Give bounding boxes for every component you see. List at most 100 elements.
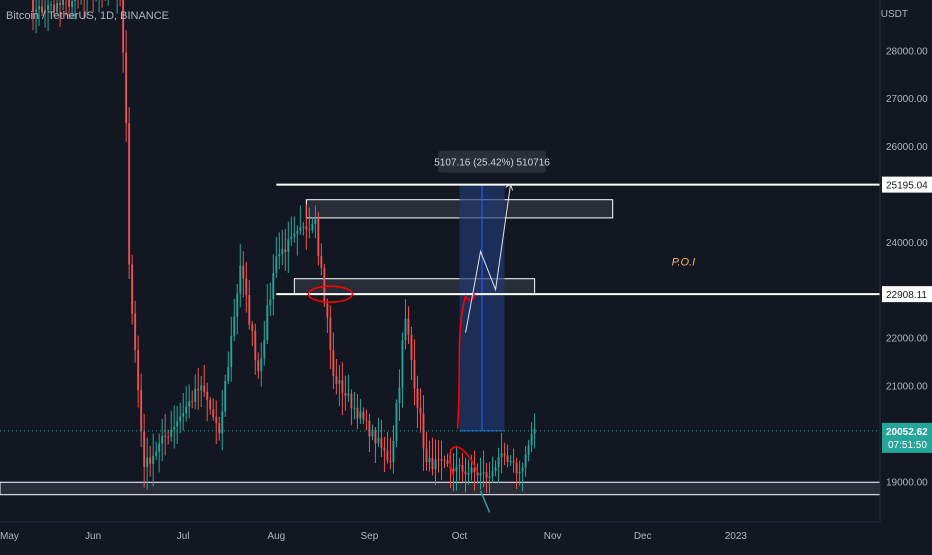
candle-body	[320, 256, 323, 268]
candle-body	[371, 429, 374, 437]
candle-body	[44, 10, 46, 13]
price-badge-label: 22908.11	[886, 290, 927, 301]
candle-body	[224, 381, 227, 412]
candle-body	[35, 9, 37, 12]
time-tick-label: May	[0, 531, 19, 542]
red-loop	[448, 446, 479, 477]
candle-body	[425, 448, 428, 463]
candle-body	[437, 459, 440, 461]
projection-arrow-head	[505, 183, 514, 191]
horizontal-lines	[0, 183, 880, 432]
candle-body	[377, 438, 380, 444]
candle-body	[443, 459, 446, 461]
candle-body	[242, 265, 245, 279]
candle-body	[122, 0, 125, 53]
candle-body	[398, 387, 401, 404]
candle-body	[197, 389, 200, 391]
candle-body	[38, 6, 40, 10]
price-tick-label: 21000.00	[886, 382, 928, 393]
candle-body	[530, 433, 533, 446]
time-tick-label: Oct	[452, 531, 468, 542]
price-axis[interactable]: 19000.00 21000.00 22000.00 24000.00 26000.00…	[879, 0, 932, 522]
candle-body	[188, 401, 191, 407]
candle-body	[308, 229, 311, 231]
candle-body	[143, 431, 146, 467]
candle-body	[503, 453, 506, 456]
candle-body	[521, 467, 524, 472]
price-tick-label: 19000.00	[886, 477, 928, 488]
candle-body	[428, 457, 431, 463]
candle-body	[218, 423, 221, 434]
candle-body	[509, 460, 512, 462]
candle-body	[440, 459, 443, 461]
candle-body	[341, 380, 344, 393]
last-price-badge	[882, 422, 932, 453]
candle-body	[401, 340, 404, 388]
time-tick-label: Nov	[544, 531, 562, 542]
red-circle	[307, 285, 354, 303]
candles	[32, 0, 536, 494]
candle-body	[332, 349, 335, 376]
candle-body	[296, 230, 299, 234]
candle-body	[227, 366, 230, 382]
candle-body	[62, 0, 65, 5]
candle-body	[179, 416, 182, 422]
candle-body	[206, 391, 209, 400]
candle-body	[431, 457, 434, 470]
candle-body	[335, 375, 338, 384]
candle-body	[293, 233, 296, 237]
candle-body	[281, 249, 284, 254]
candle-body	[500, 453, 503, 458]
candle-body	[359, 411, 362, 419]
time-tick-label: 2023	[725, 531, 748, 542]
range-label-bg	[438, 150, 547, 173]
candle-body	[473, 467, 476, 473]
candle-body	[209, 399, 212, 410]
candle-body	[488, 476, 491, 478]
candle-body	[257, 360, 260, 372]
candle-body	[305, 226, 308, 230]
candle-body	[251, 324, 254, 331]
price-badge-label: 25195.04	[886, 181, 928, 192]
candle-body	[191, 401, 194, 403]
candle-body	[248, 294, 251, 325]
candle-body	[128, 123, 131, 265]
candle-body	[158, 443, 161, 452]
candle-body	[518, 471, 521, 474]
annotations: P.O.I	[307, 183, 695, 513]
time-axis[interactable]: May Jun Jul Aug Sep Oct Nov Dec 2023	[0, 521, 880, 542]
candle-body	[317, 217, 320, 257]
candle-body	[347, 393, 350, 396]
candle-body	[170, 429, 173, 437]
candle-body	[455, 466, 458, 472]
candle-body	[74, 0, 77, 2]
currency-label: USDT	[880, 9, 908, 20]
candle-body	[467, 472, 470, 475]
red-path	[456, 291, 475, 429]
candle-body	[461, 464, 464, 472]
time-tick-label: Jun	[85, 531, 101, 542]
candle-body	[356, 407, 359, 419]
candle-body	[479, 472, 482, 476]
candle-body	[32, 0, 34, 12]
candle-body	[200, 385, 203, 391]
candle-body	[470, 467, 473, 473]
candle-body	[485, 472, 488, 478]
candle-body	[383, 447, 386, 451]
candle-body	[176, 421, 179, 427]
candle-body	[302, 226, 305, 228]
candle-body	[491, 471, 494, 477]
candle-body	[458, 464, 461, 467]
time-tick-label: Jul	[177, 531, 190, 542]
candle-body	[329, 317, 332, 350]
candle-body	[506, 455, 509, 462]
price-tick-label: 27000.00	[886, 94, 928, 105]
candle-body	[464, 471, 467, 475]
projection-arrow	[465, 184, 512, 333]
candle-body	[164, 435, 167, 437]
symbol-title[interactable]: Bitcoin / TetherUS, 1D, BINANCE	[6, 10, 170, 22]
candle-body	[212, 409, 215, 418]
candle-body	[215, 417, 218, 424]
